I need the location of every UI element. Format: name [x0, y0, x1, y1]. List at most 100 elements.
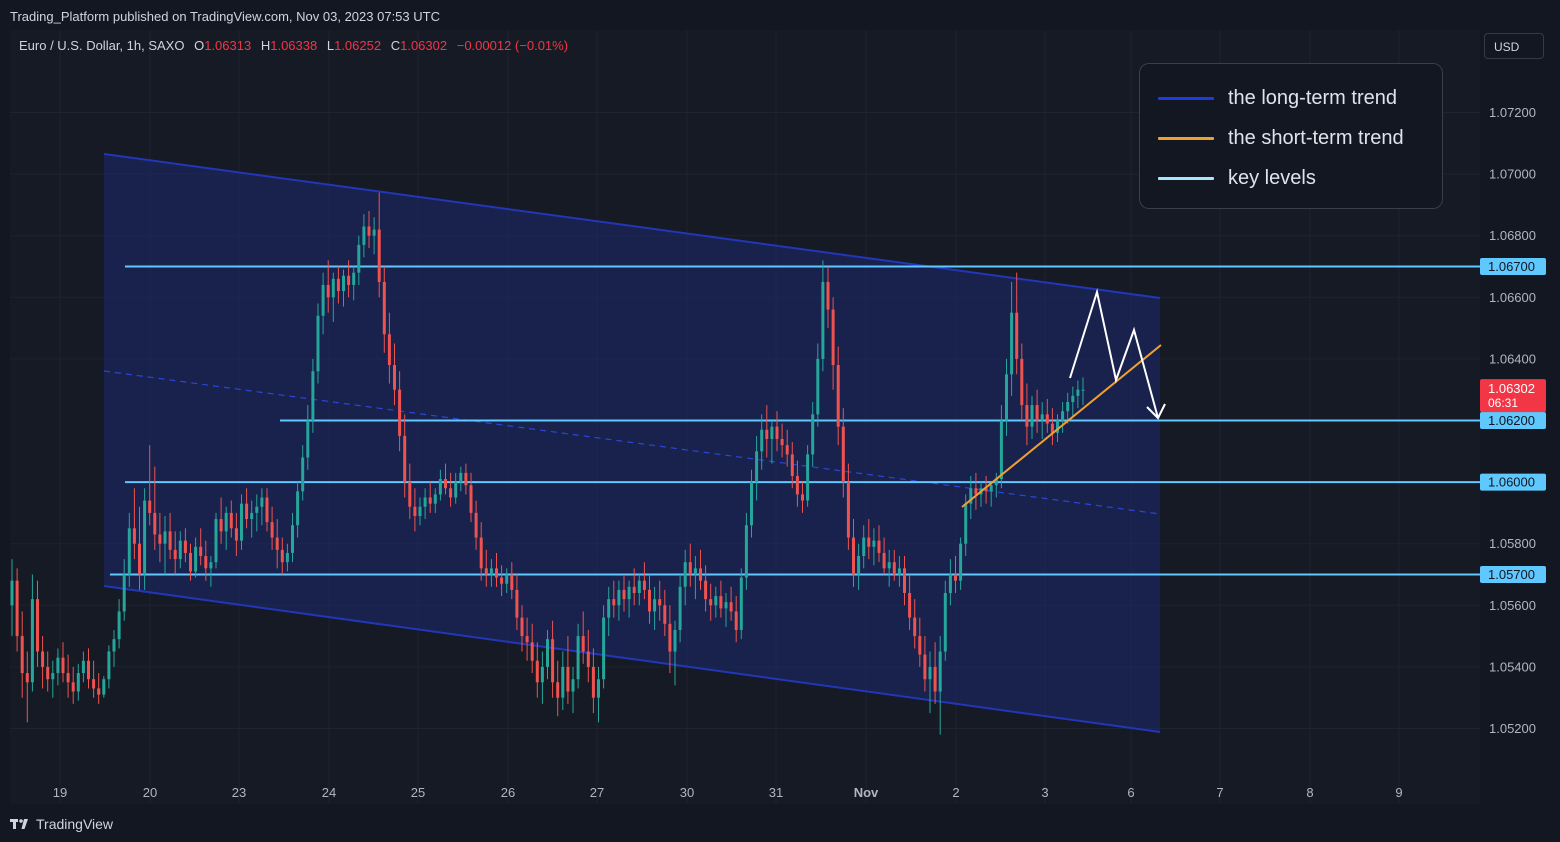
candle-body: [857, 556, 861, 575]
candle-body: [525, 636, 529, 643]
candle-body: [449, 488, 453, 498]
candle-body: [872, 540, 876, 547]
candle-body: [918, 636, 922, 655]
time-axis[interactable]: 19 20 23 24 25 26 27 30 31 Nov 2 3 6 7 8 9: [53, 785, 1403, 800]
tradingview-brand: TradingView: [36, 816, 114, 832]
time-tick-label: 20: [143, 785, 157, 800]
price-axis[interactable]: 1.07200 1.07000 1.06800 1.06600 1.06400 1.058…: [1480, 105, 1546, 736]
candle-body: [750, 482, 753, 526]
candle-body: [882, 552, 886, 569]
legend-swatch-short-term: [1158, 136, 1214, 140]
tradingview-logo[interactable]: TradingView: [10, 816, 113, 832]
trend-drawings[interactable]: [961, 288, 1166, 508]
candle-body: [183, 540, 187, 553]
candle-body: [306, 420, 310, 458]
candle-body: [999, 420, 1003, 480]
candle-body: [336, 278, 340, 292]
candle-body: [489, 568, 493, 575]
candle-body: [51, 673, 55, 680]
candle-body: [739, 577, 743, 630]
candle-body: [143, 500, 147, 575]
candle-body: [540, 666, 544, 683]
candle-body: [734, 611, 738, 630]
candlestick-series: [10, 192, 1085, 735]
time-tick-label: 19: [53, 785, 67, 800]
candle-body: [342, 275, 345, 292]
candle-body: [495, 568, 498, 578]
candle-body: [178, 540, 182, 560]
candle-body: [250, 512, 254, 520]
channel-median-line: [103, 370, 1161, 515]
candle-body: [245, 503, 249, 520]
candle-body: [316, 315, 320, 372]
candle-body: [469, 485, 473, 513]
bottom-bar: [0, 804, 1560, 842]
candle-body: [275, 537, 279, 550]
candle-body: [1050, 423, 1054, 433]
candle-body: [1025, 405, 1029, 427]
candle-body: [586, 651, 590, 667]
candle-body: [20, 636, 24, 674]
candle-body: [566, 666, 570, 692]
candle-body: [418, 506, 422, 516]
time-tick-label: 9: [1395, 785, 1402, 800]
close-label: C: [390, 38, 401, 53]
candle-body: [1015, 312, 1019, 359]
candle-body: [744, 525, 748, 578]
candle-body: [1071, 395, 1075, 403]
candle-body: [515, 589, 519, 618]
time-tick-label: 26: [501, 785, 515, 800]
candle-body: [352, 272, 356, 285]
candle-body: [688, 562, 692, 575]
candle-body: [1045, 414, 1049, 424]
tradingview-logo-icon: [10, 819, 28, 829]
candle-body: [913, 617, 917, 637]
time-tick-label: 7: [1216, 785, 1223, 800]
candle-body: [321, 284, 325, 316]
candle-body: [357, 244, 361, 273]
long-term-channel[interactable]: [103, 153, 1161, 733]
candle-body: [959, 543, 963, 581]
candle-body: [729, 602, 733, 612]
legend-swatch-key-levels: [1158, 176, 1214, 180]
candle-body: [500, 577, 504, 584]
candle-body: [173, 549, 177, 560]
candle-body: [403, 435, 407, 483]
candle-body: [479, 537, 483, 569]
candle-body: [433, 494, 437, 504]
legend-swatch-long-term: [1158, 96, 1214, 100]
open-label: O: [194, 38, 205, 53]
price-tick-label: 1.06600: [1489, 290, 1536, 305]
candle-body: [1010, 312, 1014, 375]
candle-body: [627, 586, 631, 600]
candle-body: [831, 309, 835, 366]
candle-body: [632, 586, 636, 593]
candle-body: [755, 451, 759, 483]
currency-button[interactable]: USD: [1484, 33, 1544, 59]
time-tick-label: 8: [1306, 785, 1313, 800]
legend-label-long-term: the long-term trend: [1228, 86, 1397, 109]
candle-body: [505, 574, 509, 584]
candle-body: [811, 414, 815, 455]
drawing-legend-box: the long-term trend the short-term trend…: [1139, 63, 1443, 209]
candle-body: [265, 497, 269, 523]
candle-body: [535, 660, 539, 683]
candle-body: [25, 673, 29, 683]
time-tick-label: 27: [590, 785, 604, 800]
legend-label-short-term: the short-term trend: [1228, 126, 1404, 149]
candle-body: [138, 543, 141, 575]
candle-body: [408, 482, 412, 507]
candle-body: [693, 568, 697, 575]
candle-body: [1076, 389, 1080, 396]
candle-body: [897, 568, 901, 575]
candle-body: [76, 673, 80, 692]
candle-body: [581, 636, 585, 652]
last-price-countdown: 06:31: [1488, 396, 1518, 410]
candle-body: [454, 482, 458, 498]
candle-body: [974, 488, 978, 495]
candle-body: [61, 657, 65, 674]
candle-body: [92, 679, 96, 689]
candle-body: [234, 528, 238, 541]
time-tick-label: 6: [1127, 785, 1134, 800]
candle-body: [398, 389, 402, 436]
